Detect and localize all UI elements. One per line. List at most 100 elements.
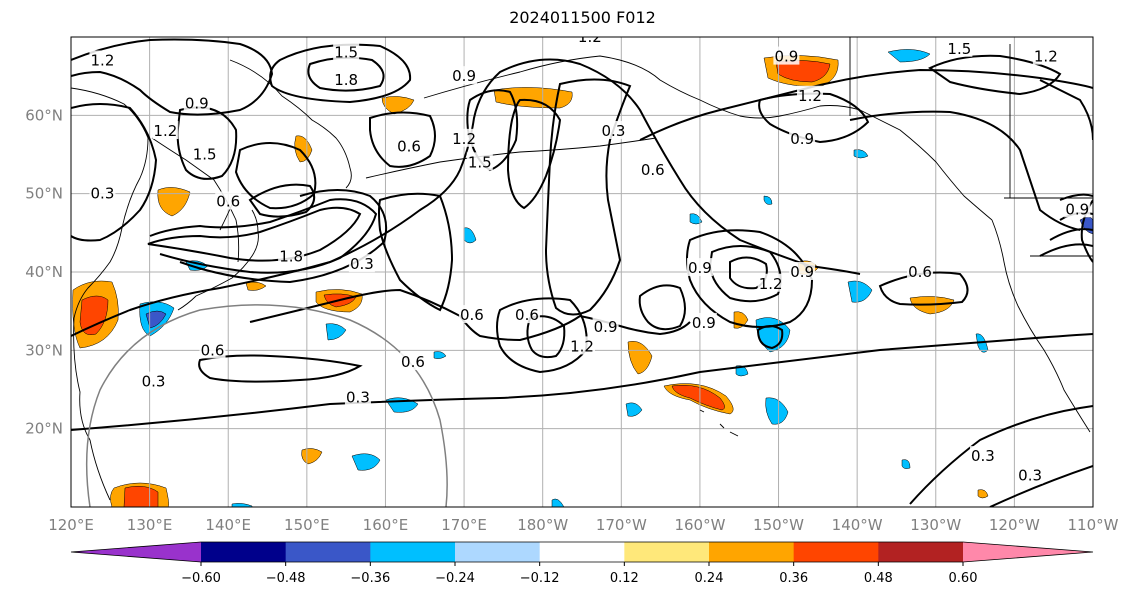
colorbar-swatch	[539, 542, 625, 562]
height-contours	[71, 38, 1093, 507]
contour-label-bg	[907, 262, 934, 280]
lon-tick-label: 150°E	[284, 516, 330, 534]
contour-label: 1.2	[759, 275, 783, 293]
coastline-hawaii	[699, 409, 739, 437]
contour-label-bg	[600, 121, 627, 139]
longitude-labels: 120°E 130°E 140°E 150°E 160°E 170°E 180°W 170°W…	[48, 516, 1118, 534]
contour-label-bg	[191, 144, 218, 163]
contour-label: 1.5	[334, 44, 358, 62]
contour-label-bg	[451, 128, 478, 147]
colorbar-swatch	[370, 542, 456, 562]
contour-label: 1.2	[570, 337, 594, 355]
map-title: 2024011500 F012	[509, 8, 656, 27]
contour-line	[686, 229, 814, 328]
lon-tick-label: 150°W	[753, 516, 804, 534]
contour-label-bg	[686, 258, 713, 277]
colorbar-extend-high	[963, 542, 1093, 562]
contour-label: 0.9	[790, 263, 814, 281]
contour-label-bg	[1017, 465, 1044, 484]
contour-label: 1.8	[279, 247, 303, 265]
coastline-aleutians	[365, 137, 657, 179]
contour-line	[708, 245, 782, 303]
plot-area: 1.2 1.51.80.91.20.31.50.61.8 0.30.6 1.21.50…	[71, 37, 1093, 507]
colorbar-tick-label: 0.60	[949, 571, 978, 586]
contour-label: 0.9	[688, 259, 712, 277]
lon-tick-label: 140°E	[205, 516, 251, 534]
contour-label-bg	[690, 312, 717, 331]
contour-label-bg	[396, 136, 423, 155]
lon-tick-label: 160°E	[363, 516, 409, 534]
reference-circle	[85, 304, 448, 507]
lon-tick-label: 130°E	[127, 516, 173, 534]
contour-label-bg	[1064, 199, 1091, 218]
contour-label: 0.9	[790, 130, 814, 148]
cool-patch	[351, 453, 381, 471]
contour-line	[71, 58, 861, 337]
contour-label-bg	[278, 246, 305, 265]
contour-label: 0.6	[460, 306, 484, 324]
map-frame	[70, 36, 1094, 508]
contour-line	[756, 325, 784, 350]
contour-label: 1.2	[798, 87, 822, 105]
lon-tick-label: 180°W	[517, 516, 568, 534]
lon-tick-label: 110°W	[1068, 516, 1119, 534]
contour-line	[638, 284, 686, 331]
latitude-labels: 60°N 50°N 40°N 30°N 20°N	[25, 106, 63, 437]
contour-label-bg	[466, 152, 493, 171]
contour-label: 0.3	[1018, 467, 1042, 485]
contour-line	[147, 206, 362, 262]
colorbar-swatch	[709, 542, 795, 562]
contour-label: 0.6	[216, 193, 240, 211]
contour-line	[1039, 79, 1093, 141]
colorbar-tick-label: −0.48	[266, 571, 306, 586]
contour-label: 1.2	[452, 130, 476, 148]
contour-label-bg	[592, 316, 619, 335]
lon-tick-label: 170°W	[596, 516, 647, 534]
contour-label-bg	[333, 70, 360, 89]
warm-patch	[671, 385, 725, 411]
contour-line	[71, 103, 158, 242]
contour-line	[198, 354, 363, 383]
contour-label: 0.3	[142, 373, 166, 391]
contour-label: 0.3	[602, 122, 626, 140]
colorbar-swatch	[793, 542, 879, 562]
lon-tick-label: 120°E	[48, 516, 94, 534]
contour-line	[179, 189, 388, 284]
contour-label-bg	[757, 273, 784, 292]
contour-label-bg	[215, 191, 242, 210]
contour-line	[526, 315, 566, 359]
contour-line	[496, 297, 588, 374]
contour-line	[466, 89, 519, 172]
contour-label: 0.3	[971, 447, 995, 465]
lon-tick-label: 170°E	[441, 516, 487, 534]
cool-patch	[463, 227, 477, 244]
cool-patch	[433, 351, 447, 359]
colorbar-tick-label: 0.48	[864, 571, 893, 586]
contour-label-bg	[1032, 46, 1059, 65]
contour-label: 0.6	[201, 341, 225, 359]
contour-label: 1.5	[193, 146, 217, 164]
colorbar-swatch	[455, 542, 541, 562]
contour-line	[71, 38, 274, 116]
contour-label-bg	[183, 93, 210, 112]
contour-label: 0.6	[397, 138, 421, 156]
contour-label-bg	[348, 254, 375, 273]
contour-label-bg	[140, 371, 167, 390]
contour-label: 1.8	[334, 71, 358, 89]
contour-label: 1.5	[468, 153, 492, 171]
contour-label-bg	[458, 305, 485, 324]
contour-label-bg	[789, 262, 816, 280]
contour-label: 0.6	[641, 161, 665, 179]
contour-label: 1.2	[91, 52, 115, 70]
lon-tick-label: 160°W	[674, 516, 725, 534]
contour-label: 0.9	[594, 318, 618, 336]
cool-patch	[887, 49, 931, 63]
contour-line	[639, 68, 1093, 141]
contour-label-bg	[199, 340, 226, 359]
coastline-alaska	[423, 55, 993, 221]
lat-tick-label: 30°N	[25, 341, 63, 359]
lon-tick-label: 140°W	[832, 516, 883, 534]
contour-line	[71, 333, 1093, 431]
colorbar-swatch	[201, 542, 287, 562]
contour-label: 1.5	[947, 40, 971, 58]
